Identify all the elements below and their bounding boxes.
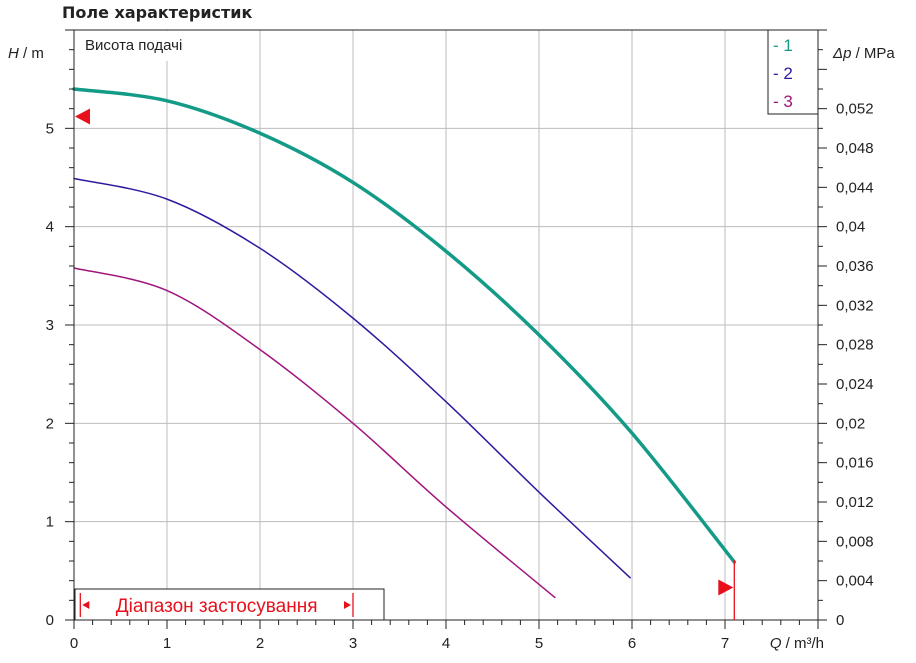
left-marker-triangle bbox=[75, 108, 90, 125]
x-tick-label: 5 bbox=[535, 635, 543, 652]
x-tick-label: 1 bbox=[163, 635, 171, 652]
y-right-tick-label: 0,02 bbox=[836, 415, 865, 432]
y-right-tick-label: 0,044 bbox=[836, 179, 874, 196]
y-right-tick-label: 0,004 bbox=[836, 573, 874, 590]
operating-range-label: Діапазон застосування bbox=[116, 596, 318, 617]
labels-layer: H / m Δp / MPa Q / m³/h bbox=[8, 45, 895, 652]
grid-layer bbox=[74, 30, 818, 620]
x-tick-label: 3 bbox=[349, 635, 357, 652]
x-tick-label: 4 bbox=[442, 635, 450, 652]
series-line-2 bbox=[73, 177, 631, 579]
y-right-tick-label: 0 bbox=[836, 612, 844, 629]
y-right-tick-label: 0,008 bbox=[836, 533, 874, 550]
annotation-background bbox=[75, 31, 207, 61]
y-left-tick-label: 4 bbox=[46, 219, 54, 236]
y-left-tick-label: 0 bbox=[46, 612, 54, 629]
operating-range-box bbox=[74, 588, 385, 621]
legend-entry-1: - 1 bbox=[773, 36, 793, 55]
range-end-arrow bbox=[344, 601, 351, 609]
series-line-3 bbox=[73, 267, 556, 599]
x-tick-label: 7 bbox=[721, 635, 729, 652]
y-right-axis-label: Δp / MPa bbox=[832, 45, 895, 62]
legend-box bbox=[767, 29, 819, 115]
x-axis-label: Q / m³/h bbox=[770, 635, 824, 652]
series-layer bbox=[72, 87, 737, 599]
y-right-tick-label: 0,052 bbox=[836, 101, 874, 118]
x-tick-label: 0 bbox=[70, 635, 78, 652]
range-start-arrow bbox=[82, 601, 90, 609]
y-left-tick-label: 1 bbox=[46, 514, 54, 531]
y-left-tick-label: 3 bbox=[46, 317, 54, 334]
legend-entry-2: - 2 bbox=[773, 64, 793, 83]
y-right-tick-label: 0,012 bbox=[836, 494, 874, 511]
y-left-tick-label: 5 bbox=[46, 120, 54, 137]
y-left-axis-label: H / m bbox=[8, 45, 44, 62]
overlay-layer: Висота подачі - 1 - 2 - 3 Діапазон застосува… bbox=[74, 29, 819, 621]
annotation-head: Висота подачі bbox=[85, 37, 182, 54]
y-right-tick-label: 0,024 bbox=[836, 376, 874, 393]
y-right-tick-label: 0,048 bbox=[836, 140, 874, 157]
x-tick-label: 6 bbox=[628, 635, 636, 652]
y-right-tick-label: 0,036 bbox=[836, 258, 874, 275]
y-right-tick-label: 0,016 bbox=[836, 455, 874, 472]
y-right-tick-label: 0,028 bbox=[836, 337, 874, 354]
x-tick-label: 2 bbox=[256, 635, 264, 652]
y-right-tick-label: 0,04 bbox=[836, 219, 865, 236]
series-line-1 bbox=[72, 87, 737, 564]
right-marker-triangle bbox=[718, 579, 734, 596]
legend-entry-3: - 3 bbox=[773, 92, 793, 111]
y-left-tick-label: 2 bbox=[46, 415, 54, 432]
ticks-layer: 0 1 2 3 4 5 6 7 0 1 2 3 4 5 0 0,004 0,008 0,012 0,016 0,02 0… bbox=[46, 29, 874, 652]
chart-title: Поле характеристик bbox=[62, 3, 253, 22]
y-right-tick-label: 0,032 bbox=[836, 297, 874, 314]
